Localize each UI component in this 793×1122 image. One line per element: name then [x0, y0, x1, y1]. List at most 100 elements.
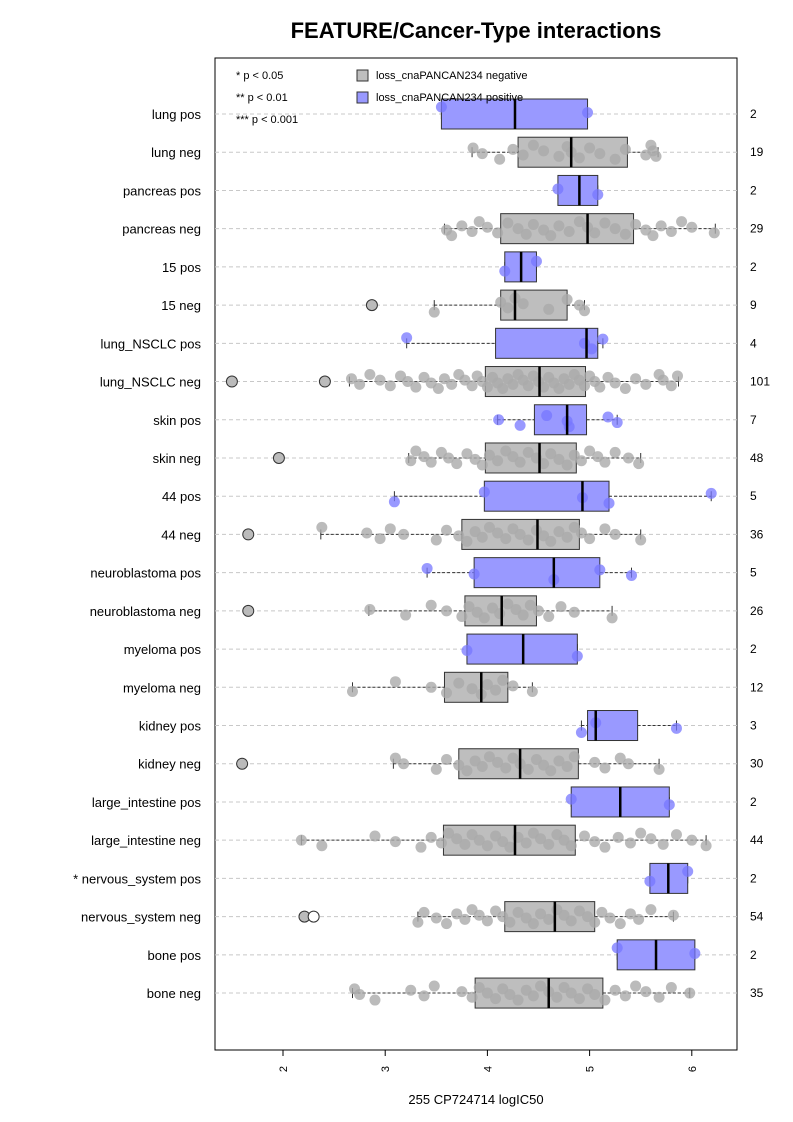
- data-point: [609, 153, 621, 165]
- data-point: [640, 378, 652, 390]
- data-point: [647, 230, 659, 242]
- data-point: [533, 605, 544, 617]
- outlier-point: [225, 375, 238, 388]
- data-point: [476, 148, 488, 160]
- data-point: [619, 228, 631, 240]
- data-point: [514, 456, 526, 468]
- data-point: [573, 993, 585, 1005]
- data-point: [466, 380, 478, 392]
- data-point: [573, 905, 585, 917]
- data-point: [430, 534, 442, 546]
- data-point: [563, 421, 575, 433]
- data-point: [599, 217, 611, 229]
- data-point: [553, 526, 565, 538]
- data-point: [374, 374, 386, 386]
- data-point: [441, 687, 453, 699]
- data-point: [538, 458, 550, 470]
- data-point: [530, 255, 542, 267]
- data-point: [575, 527, 587, 539]
- data-point: [364, 603, 376, 615]
- data-point: [389, 752, 401, 764]
- data-point: [467, 142, 479, 154]
- data-point: [599, 994, 611, 1006]
- data-point: [594, 564, 606, 576]
- data-point: [502, 598, 514, 610]
- data-point: [545, 448, 557, 460]
- data-point: [612, 831, 624, 843]
- data-point: [565, 793, 577, 805]
- data-point: [389, 676, 401, 688]
- positive-box: [533, 404, 588, 436]
- data-point: [527, 139, 539, 151]
- data-point: [553, 453, 565, 465]
- row-label: myeloma neg: [123, 680, 201, 695]
- row-count-label: 2: [750, 871, 757, 885]
- data-point: [589, 756, 601, 768]
- data-point: [565, 915, 577, 927]
- data-point: [410, 445, 422, 457]
- data-point: [443, 827, 455, 839]
- data-point: [499, 265, 511, 277]
- row-labels: lung pos lung neg pancreas pos pancreas neg…: [73, 107, 201, 1001]
- data-point: [502, 302, 514, 314]
- data-point: [512, 906, 524, 918]
- data-point: [575, 727, 587, 739]
- data-point: [603, 497, 615, 509]
- data-point: [522, 446, 534, 458]
- x-tick-label: 5: [585, 1066, 597, 1072]
- data-point: [665, 380, 677, 392]
- row-count-label: 2: [750, 183, 757, 197]
- data-point: [667, 909, 679, 921]
- legend-swatch: [356, 69, 369, 82]
- data-point: [418, 990, 430, 1002]
- row-count-label: 36: [750, 527, 764, 541]
- row-label: nervous_system neg: [81, 910, 201, 925]
- legend: * p < 0.05 ** p < 0.01 *** p < 0.001 loss_c…: [236, 69, 527, 126]
- data-point: [665, 981, 677, 993]
- data-point: [517, 609, 529, 621]
- data-point: [492, 756, 504, 768]
- data-point: [507, 143, 519, 155]
- data-point: [405, 984, 417, 996]
- row-count-label: 19: [750, 145, 764, 159]
- data-point: [481, 915, 493, 927]
- data-point: [589, 836, 601, 848]
- outlier-point: [242, 528, 255, 541]
- grid-lines: [215, 113, 737, 994]
- data-point: [514, 419, 526, 431]
- data-point: [425, 681, 437, 693]
- data-point: [657, 374, 669, 386]
- data-point: [435, 101, 447, 113]
- data-point: [451, 833, 463, 845]
- data-point: [589, 227, 601, 239]
- data-point: [700, 840, 712, 852]
- x-tick-label: 6: [687, 1066, 699, 1072]
- data-point: [500, 533, 512, 545]
- data-point: [578, 305, 590, 317]
- data-point: [622, 452, 634, 464]
- data-point: [398, 528, 410, 540]
- data-point: [425, 831, 437, 843]
- data-point: [676, 216, 688, 228]
- data-point: [364, 369, 376, 381]
- row-label: large_intestine neg: [91, 833, 201, 848]
- data-point: [535, 908, 547, 920]
- data-point: [619, 143, 631, 155]
- data-point: [483, 449, 495, 461]
- data-point: [425, 599, 437, 611]
- data-point: [497, 383, 509, 395]
- data-point: [689, 947, 701, 959]
- data-point: [589, 916, 601, 928]
- row-label: 15 neg: [161, 298, 201, 313]
- positive-box: [483, 480, 610, 512]
- data-point: [599, 456, 611, 468]
- outlier-point: [307, 910, 320, 923]
- data-point: [555, 601, 567, 613]
- data-point: [316, 840, 328, 852]
- row-count-label: 54: [750, 910, 764, 924]
- data-point: [468, 568, 480, 580]
- data-point: [453, 677, 465, 689]
- data-point: [430, 763, 442, 775]
- legend-series-label: loss_cnaPANCAN234 positive: [376, 92, 523, 104]
